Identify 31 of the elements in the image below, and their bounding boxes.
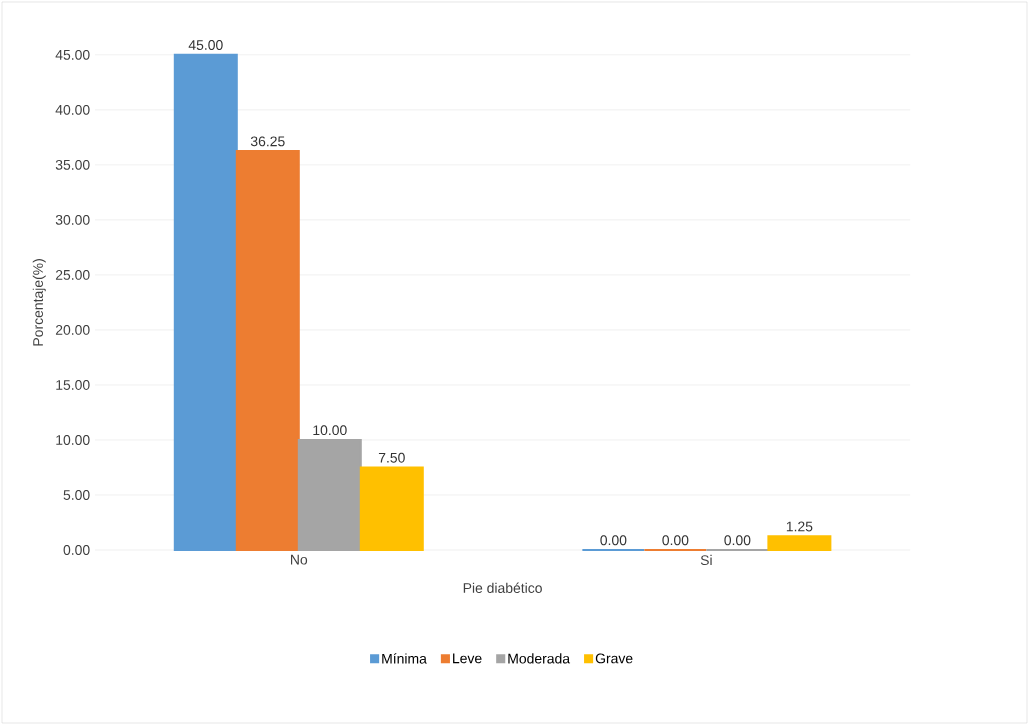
bar <box>297 438 362 551</box>
x-axis-title: Pie diabético <box>463 582 542 593</box>
data-label: 10.00 <box>313 425 347 436</box>
data-label: 36.25 <box>250 136 285 147</box>
y-tick-label: 0.00 <box>63 545 90 555</box>
y-tick-label: 40.00 <box>55 104 90 115</box>
bar <box>767 535 832 551</box>
data-label: 0.00 <box>724 535 751 546</box>
bar <box>173 53 238 551</box>
data-label: 0.00 <box>662 535 689 546</box>
data-label: 1.25 <box>786 521 813 532</box>
legend-label: Leve <box>453 653 482 664</box>
bar <box>235 150 300 551</box>
y-tick-label: 10.00 <box>56 435 90 445</box>
y-tick-label: 45.00 <box>55 49 90 60</box>
legend-label: Grave <box>595 653 633 664</box>
legend-label: Moderada <box>508 653 571 664</box>
y-axis-title: Porcentaje(%) <box>32 259 46 346</box>
data-label: 45.00 <box>188 40 223 50</box>
y-tick-label: 15.00 <box>56 379 90 390</box>
y-tick-label: 35.00 <box>55 159 90 170</box>
data-label: 7.50 <box>378 452 405 463</box>
y-tick-label: 30.00 <box>55 214 90 225</box>
bar <box>359 466 424 551</box>
data-label: 0.00 <box>600 535 627 546</box>
x-tick-label: Si <box>700 554 712 566</box>
y-tick-label: 5.00 <box>63 490 90 500</box>
x-tick-label: No <box>291 554 308 565</box>
legend-label: Mínima <box>382 653 427 664</box>
y-tick-label: 25.00 <box>55 269 90 280</box>
y-tick-label: 20.00 <box>55 324 90 335</box>
